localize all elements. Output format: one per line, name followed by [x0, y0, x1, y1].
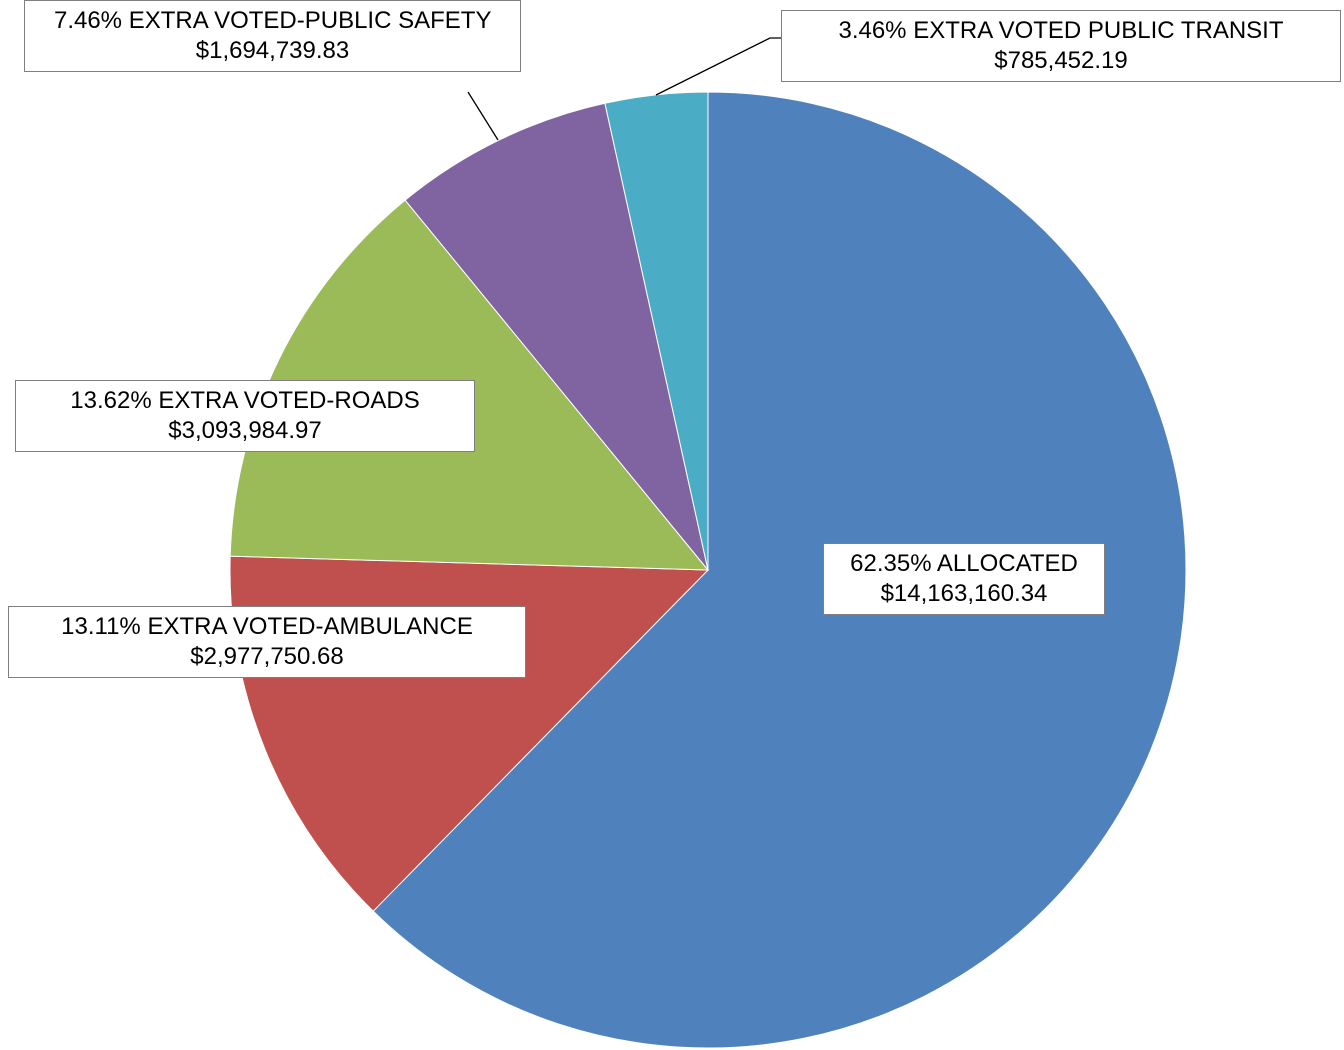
slices — [229, 91, 1187, 1049]
label-part: ALLOCATED — [936, 550, 1078, 577]
leader-line — [655, 37, 781, 96]
data-label: 7.46% EXTRA VOTED-PUBLIC SAFETY $1,694,7… — [24, 0, 521, 72]
label-part: EXTRA VOTED-AMBULANCE — [147, 613, 473, 640]
pie-slice — [404, 102, 709, 571]
label-part: 62.35% — [850, 550, 932, 577]
amt: $785,452.19 — [994, 47, 1128, 74]
data-label: 13.62% EXTRA VOTED-ROADS $3,093,984.97 — [15, 380, 475, 452]
label-part: EXTRA VOTED PUBLIC TRANSIT — [913, 17, 1284, 44]
amt: $3,093,984.97 — [168, 417, 322, 444]
label-part: 13.62% — [70, 387, 152, 414]
label-part: 13.11% — [61, 613, 141, 640]
pie-slice — [372, 91, 1187, 1049]
label-part: 3.46% — [838, 17, 907, 44]
amt: $2,977,750.68 — [190, 643, 344, 670]
label-part: EXTRA VOTED-ROADS — [158, 387, 420, 414]
label-part: EXTRA VOTED-PUBLIC SAFETY — [128, 7, 492, 34]
data-label: 62.35% ALLOCATED $14,163,160.34 — [823, 543, 1105, 615]
data-label: 13.11% EXTRA VOTED-AMBULANCE $2,977,750.… — [8, 606, 526, 678]
label-part: 7.46% — [53, 7, 123, 34]
amt: $1,694,739.83 — [195, 37, 350, 64]
data-label: 3.46% EXTRA VOTED PUBLIC TRANSIT $785,45… — [781, 10, 1341, 82]
amt: $14,163,160.34 — [880, 580, 1048, 607]
leader-line — [467, 91, 499, 141]
